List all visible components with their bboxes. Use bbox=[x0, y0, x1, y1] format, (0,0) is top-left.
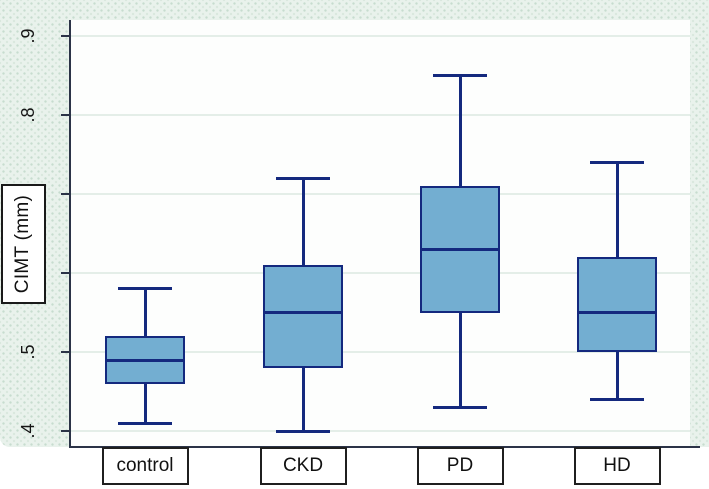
y-tick-mark bbox=[61, 272, 70, 275]
whisker-stem-top bbox=[615, 162, 619, 258]
y-tick-label: .4 bbox=[18, 423, 38, 439]
category-label-box-CKD: CKD bbox=[259, 447, 347, 485]
y-tick-mark bbox=[61, 113, 70, 116]
whisker-stem-bottom bbox=[143, 383, 147, 424]
iqr-box bbox=[577, 257, 657, 353]
whisker-cap-bottom bbox=[433, 405, 487, 409]
y-tick-mark bbox=[61, 192, 70, 195]
median-line bbox=[105, 358, 185, 362]
x-axis-line bbox=[69, 446, 700, 448]
whisker-stem-bottom bbox=[458, 312, 462, 408]
whisker-stem-top bbox=[458, 75, 462, 187]
whisker-stem-top bbox=[301, 178, 305, 266]
y-gridline bbox=[70, 272, 690, 275]
y-axis-title: CIMT (mm) bbox=[12, 194, 34, 294]
y-tick-label: .5 bbox=[18, 344, 38, 360]
median-line bbox=[263, 311, 343, 315]
whisker-stem-bottom bbox=[301, 367, 305, 432]
y-tick-mark bbox=[61, 34, 70, 37]
median-line bbox=[420, 247, 500, 251]
whisker-cap-bottom bbox=[118, 421, 172, 425]
y-gridline bbox=[70, 113, 690, 116]
category-label-box-control: control bbox=[101, 447, 189, 485]
whisker-stem-bottom bbox=[615, 352, 619, 400]
y-tick-label: .8 bbox=[18, 107, 38, 123]
category-label-box-PD: PD bbox=[416, 447, 504, 485]
y-gridline bbox=[70, 34, 690, 37]
iqr-box bbox=[263, 265, 343, 368]
y-tick-mark bbox=[61, 351, 70, 354]
y-gridline bbox=[70, 192, 690, 195]
median-line bbox=[577, 311, 657, 315]
whisker-stem-top bbox=[143, 288, 147, 337]
y-tick-label: .9 bbox=[18, 28, 38, 44]
whisker-cap-bottom bbox=[590, 398, 644, 402]
category-label-box-HD: HD bbox=[573, 447, 661, 485]
y-gridline bbox=[70, 351, 690, 354]
plot-area bbox=[70, 20, 690, 447]
y-gridline bbox=[70, 430, 690, 433]
y-axis-title-box: CIMT (mm) bbox=[1, 184, 46, 304]
y-axis-line bbox=[69, 20, 71, 448]
whisker-cap-bottom bbox=[276, 429, 330, 433]
y-tick-mark bbox=[61, 430, 70, 433]
